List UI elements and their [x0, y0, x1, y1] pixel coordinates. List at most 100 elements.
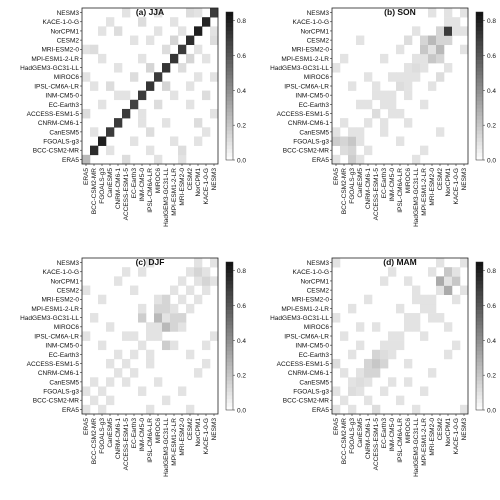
- y-tick-label: CESM2: [307, 38, 330, 45]
- heatmap-cell: [364, 99, 373, 110]
- heatmap-cell: [170, 303, 179, 314]
- heatmap-cell: [348, 127, 357, 137]
- x-tick-label: BCC-CSM2-MR: [91, 418, 98, 465]
- colorbar-segment: [476, 395, 483, 400]
- x-tick-label: NorCPM1: [445, 168, 452, 197]
- heatmap-cell: [82, 331, 91, 341]
- heatmap-cell: [460, 285, 469, 296]
- colorbar-segment: [226, 130, 233, 135]
- heatmap-cell: [452, 276, 461, 286]
- y-tick-label: HadGEM3-GC31-LL: [20, 65, 79, 72]
- colorbar-segment: [226, 336, 233, 340]
- colorbar-segment: [226, 45, 233, 50]
- heatmap-cell: [444, 267, 453, 277]
- x-tick-label: MPI-ESM1-2-LR: [171, 418, 178, 466]
- colorbar-segment: [476, 97, 483, 102]
- heatmap-cell: [98, 136, 107, 146]
- y-tick-label: ERA5: [312, 157, 329, 164]
- heatmap-cell: [194, 72, 203, 82]
- x-tick-label: MRI-ESM2-0: [179, 418, 186, 456]
- heatmap-cell: [428, 53, 437, 64]
- heatmap-cell: [202, 53, 211, 64]
- heatmap-cell: [90, 44, 99, 55]
- panel-title: (a) JJA: [136, 7, 164, 17]
- heatmap-cell: [194, 118, 203, 128]
- colorbar-border: [475, 261, 484, 411]
- heatmap-cell: [412, 322, 421, 332]
- heatmap-cell: [396, 395, 405, 406]
- colorbar-segment: [476, 365, 483, 370]
- y-tick-label: CNRM-CM6-1: [288, 120, 330, 127]
- x-tick-label: KACE-1-0-G: [453, 418, 460, 454]
- colorbar-segment: [476, 137, 483, 142]
- colorbar-segment: [476, 74, 483, 79]
- colorbar-segment: [476, 339, 483, 344]
- heatmap-cell: [364, 72, 373, 82]
- heatmap-cell: [380, 358, 389, 369]
- x-tick-label: CanESM5: [107, 168, 114, 198]
- heatmap-cell: [340, 53, 349, 64]
- panel-title: (d) MAM: [383, 257, 417, 267]
- heatmap-cell: [90, 127, 99, 137]
- heatmap-cell: [372, 368, 381, 378]
- x-tick-label: NESM3: [461, 168, 468, 191]
- y-tick-label: NESM3: [307, 260, 330, 267]
- colorbar-segment: [476, 347, 483, 352]
- heatmap-cell: [340, 395, 349, 406]
- heatmap-cell: [146, 63, 155, 73]
- y-tick-label: ERA5: [312, 407, 329, 414]
- heatmap-cell: [122, 331, 131, 341]
- heatmap-cell: [194, 26, 203, 36]
- heatmap-cell: [98, 386, 107, 396]
- heatmap-cell: [170, 136, 179, 146]
- y-tick-label: BCC-CSM2-MR: [283, 398, 330, 405]
- heatmap-cell: [332, 404, 341, 415]
- colorbar-segment: [476, 12, 483, 16]
- heatmap-cell: [380, 349, 389, 360]
- heatmap-cell: [90, 377, 99, 387]
- x-tick-label: FGOALS-g3: [349, 418, 356, 454]
- x-tick-label: BCC-CSM2-MR: [91, 168, 98, 215]
- colorbar-segment: [476, 391, 483, 396]
- colorbar-segment: [226, 134, 233, 139]
- heatmap-cell: [194, 8, 203, 18]
- x-tick-label: EC-Earth3: [381, 418, 388, 449]
- colorbar-segment: [226, 391, 233, 396]
- x-tick-label: CNRM-CM6-1: [115, 418, 122, 460]
- y-tick-label: MRI-ESM2-0: [41, 297, 79, 304]
- colorbar-segment: [476, 376, 483, 381]
- y-tick-label: MRI-ESM2-0: [291, 47, 329, 54]
- heatmap-cell: [460, 44, 469, 55]
- panel-1: (a) JJAERA5BCC-CSM2-MRFGOALS-g3CanESM5CN…: [20, 7, 246, 227]
- heatmap-cell: [380, 90, 389, 101]
- heatmap-cell: [162, 44, 171, 55]
- y-tick-label: ACCESS-ESM1-5: [277, 111, 330, 118]
- heatmap-cell: [146, 258, 155, 268]
- y-tick-label: MPI-ESM1-2-LR: [31, 306, 79, 313]
- heatmap-cell: [130, 349, 139, 360]
- heatmap-cell: [460, 404, 469, 415]
- heatmap-cell: [356, 35, 365, 46]
- colorbar-segment: [226, 262, 233, 266]
- y-tick-label: MRI-ESM2-0: [41, 47, 79, 54]
- x-tick-label: IPSL-CM6A-LR: [147, 168, 154, 213]
- x-tick-label: ACCESS-ESM1-5: [123, 168, 130, 221]
- heatmap-cell: [452, 26, 461, 36]
- colorbar-segment: [476, 387, 483, 392]
- heatmap-cell: [186, 285, 195, 296]
- y-tick-label: FGOALS-g3: [293, 388, 329, 395]
- heatmap-cell: [82, 108, 91, 119]
- x-tick-label: NESM3: [211, 418, 218, 441]
- colorbar: 0.0 0.2 0.4 0.6 0.8: [225, 261, 246, 414]
- colorbar-tick-label: 0.4: [487, 338, 496, 345]
- heatmap-cell: [412, 72, 421, 82]
- x-tick-label: MIROC6: [155, 168, 162, 194]
- heatmap-cell: [380, 118, 389, 128]
- heatmap-cell: [98, 99, 107, 110]
- colorbar-tick-label: 0.6: [237, 303, 246, 310]
- heatmap-cell: [210, 276, 219, 286]
- heatmap-cell: [404, 35, 413, 46]
- colorbar-segment: [476, 361, 483, 366]
- colorbar-tick-label: 0.4: [237, 338, 246, 345]
- heatmap-cell: [146, 358, 155, 369]
